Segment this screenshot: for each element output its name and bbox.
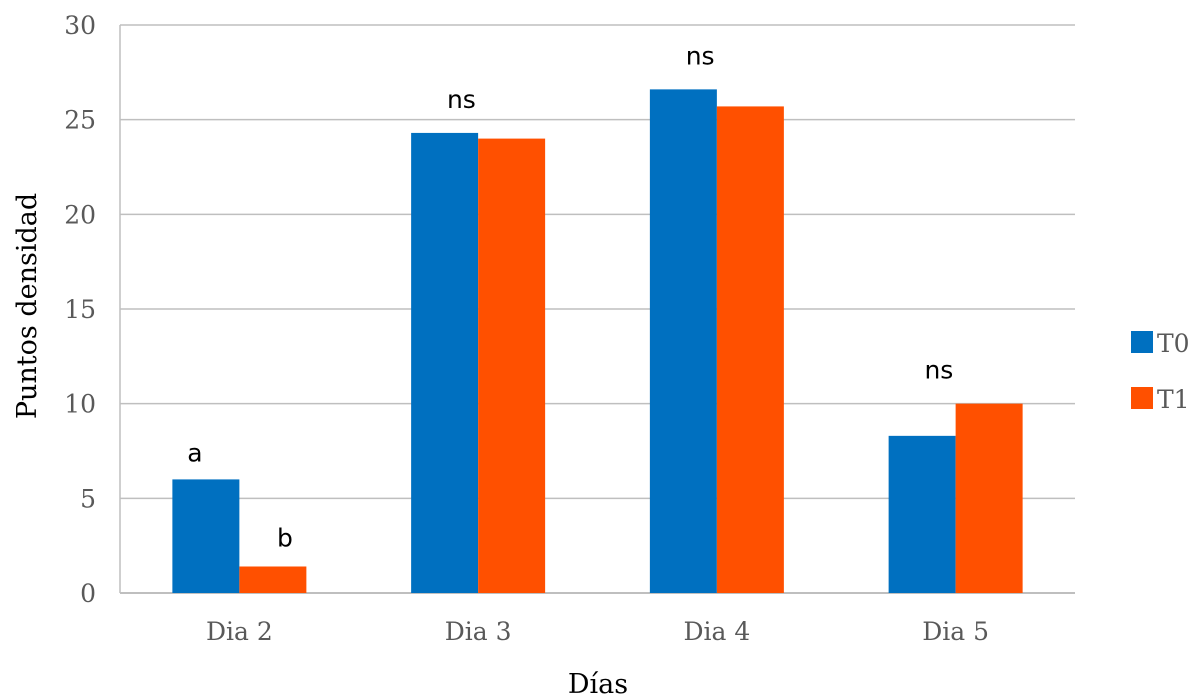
y-tick-label: 15 <box>64 295 96 324</box>
legend-swatch-t0 <box>1131 331 1153 353</box>
y-axis-ticks: 0 5 10 15 20 25 30 <box>64 11 96 608</box>
y-tick-label: 20 <box>64 200 96 229</box>
significance-label: b <box>277 523 293 552</box>
significance-label: ns <box>924 356 953 385</box>
bar-t0-dia-4 <box>649 89 717 593</box>
bar-t1-dia-3 <box>478 138 546 593</box>
legend-label-t0: T0 <box>1157 329 1190 358</box>
x-tick-label: Dia 2 <box>206 617 273 646</box>
annotations: a b ns ns ns <box>187 41 953 552</box>
significance-label: ns <box>686 41 715 70</box>
bar-t0-dia-3 <box>411 132 479 594</box>
y-tick-label: 10 <box>64 390 96 419</box>
y-tick-label: 5 <box>80 484 96 513</box>
bar-t1-dia-4 <box>716 106 784 593</box>
legend: T0 T1 <box>1131 329 1190 414</box>
x-tick-label: Dia 5 <box>922 617 989 646</box>
x-tick-label: Dia 4 <box>683 617 750 646</box>
bar-t0-dia-5 <box>888 435 956 593</box>
bar-t1-dia-5 <box>955 403 1023 593</box>
bar-t0-dia-2 <box>172 479 240 593</box>
y-tick-label: 30 <box>64 11 96 40</box>
x-tick-label: Dia 3 <box>445 617 512 646</box>
x-axis-ticks: Dia 2 Dia 3 Dia 4 Dia 5 <box>206 617 989 646</box>
significance-label: a <box>187 438 202 467</box>
legend-swatch-t1 <box>1131 387 1153 409</box>
legend-label-t1: T1 <box>1157 385 1190 414</box>
x-axis-title: Días <box>568 669 628 700</box>
y-tick-label: 25 <box>64 106 96 135</box>
y-axis-title: Puntos densidad <box>12 193 43 419</box>
y-tick-label: 0 <box>80 579 96 608</box>
bar-t1-dia-2 <box>239 566 307 593</box>
significance-label: ns <box>447 85 476 114</box>
bars <box>172 89 1023 594</box>
